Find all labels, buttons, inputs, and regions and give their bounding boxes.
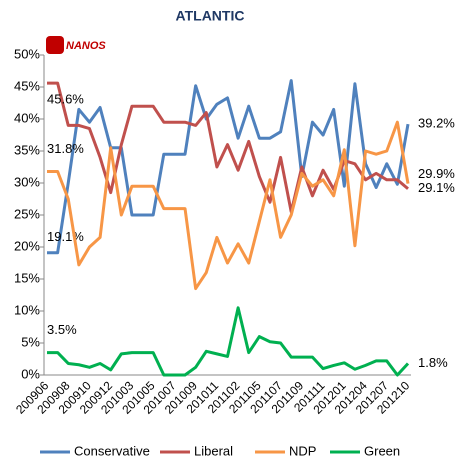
data-label: 39.2% xyxy=(418,116,455,131)
data-label: 19.1% xyxy=(47,229,84,244)
y-tick-label: 5% xyxy=(21,334,40,349)
data-label: 45.6% xyxy=(47,92,84,107)
chart-title: ATLANTIC xyxy=(176,8,245,24)
y-tick-label: 0% xyxy=(21,366,40,381)
series-line xyxy=(47,306,410,377)
y-tick-label: 45% xyxy=(14,78,40,93)
legend-label: Conservative xyxy=(74,443,150,458)
series-line xyxy=(47,120,410,291)
data-label: 1.8% xyxy=(418,355,448,370)
legend-label: NDP xyxy=(289,443,316,458)
legend-label: Green xyxy=(364,443,400,458)
data-label: 31.8% xyxy=(47,141,84,156)
y-tick-label: 15% xyxy=(14,270,40,285)
logo-icon xyxy=(46,36,64,54)
y-tick-label: 35% xyxy=(14,142,40,157)
y-tick-label: 50% xyxy=(14,46,40,61)
y-tick-label: 20% xyxy=(14,238,40,253)
logo-text: NANOS xyxy=(66,40,106,52)
data-label: 29.1% xyxy=(418,180,455,195)
y-tick-label: 30% xyxy=(14,174,40,189)
data-label: 3.5% xyxy=(47,322,77,337)
y-tick-label: 25% xyxy=(14,206,40,221)
y-tick-label: 40% xyxy=(14,110,40,125)
legend-label: Liberal xyxy=(194,443,233,458)
series-line xyxy=(47,79,410,255)
data-label: 29.9% xyxy=(418,166,455,181)
y-tick-label: 10% xyxy=(14,302,40,317)
